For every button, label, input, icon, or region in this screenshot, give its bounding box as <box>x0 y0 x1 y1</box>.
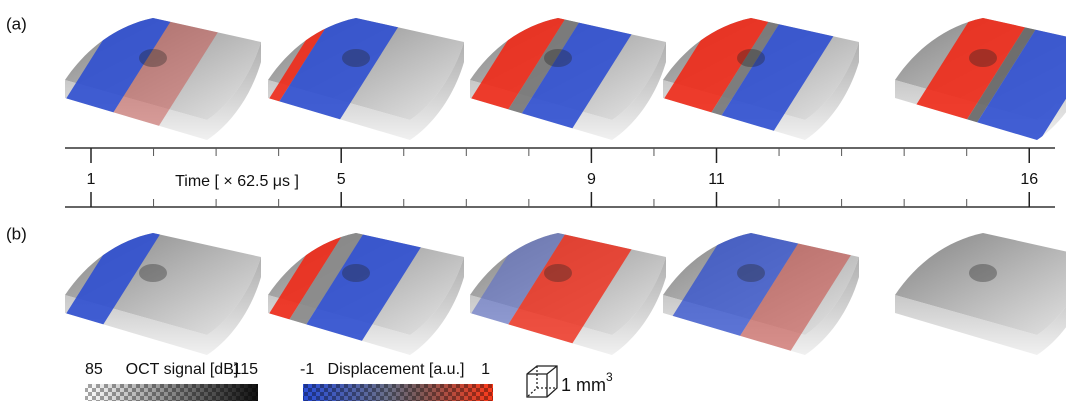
scale-label: 1 mm3 <box>561 370 613 395</box>
tick-label: 1 <box>87 171 96 188</box>
colorbar-pattern <box>85 384 258 401</box>
scale-superscript: 3 <box>606 370 613 384</box>
colorbar-pattern <box>303 384 493 401</box>
oct-volume <box>238 228 464 363</box>
dark-spot <box>544 49 572 67</box>
colorbar-title: OCT signal [dB] <box>126 361 239 378</box>
dark-spot <box>969 264 997 282</box>
oct-volume <box>633 13 859 148</box>
dark-spot <box>737 264 765 282</box>
tick-label: 5 <box>337 171 346 188</box>
colorbar-min: -1 <box>300 361 314 378</box>
dark-spot <box>139 49 167 67</box>
oct-volume <box>440 13 666 148</box>
timeline-label: Time [ × 62.5 μs ] <box>175 173 299 190</box>
colorbar-max: 115 <box>232 361 258 378</box>
colorbar-title: Displacement [a.u.] <box>328 361 465 378</box>
oct-volume <box>238 13 464 148</box>
colorbar-min: 85 <box>85 361 103 378</box>
figure: (a) (b) Time [ × 62.5 μs ] 1 5 9 11 16 85 OC… <box>0 0 1066 403</box>
panel-label: (b) <box>6 224 27 243</box>
colorbar-max: 1 <box>481 361 490 378</box>
scale-text: 1 mm <box>561 375 606 395</box>
dark-spot <box>139 264 167 282</box>
oct-volume <box>643 228 868 363</box>
oct-volume <box>440 228 666 363</box>
tick-label: 11 <box>708 171 725 188</box>
oct-volume <box>35 13 261 148</box>
oct-colorbar: 85 OCT signal [dB] 115 <box>85 361 258 401</box>
timeline: Time [ × 62.5 μs ] 1 5 9 11 16 <box>65 148 1055 207</box>
scale-cube <box>527 366 557 397</box>
oct-volume <box>35 228 261 363</box>
dark-spot <box>544 264 572 282</box>
oct-volume <box>889 13 1066 148</box>
tick-label: 9 <box>587 171 596 188</box>
dark-spot <box>342 264 370 282</box>
oct-volume <box>895 233 1066 355</box>
panel-label: (a) <box>6 14 27 33</box>
dark-spot <box>737 49 765 67</box>
displacement-colorbar: -1 Displacement [a.u.] 1 <box>300 361 493 401</box>
dark-spot <box>969 49 997 67</box>
dark-spot <box>342 49 370 67</box>
tick-label: 16 <box>1020 171 1038 188</box>
